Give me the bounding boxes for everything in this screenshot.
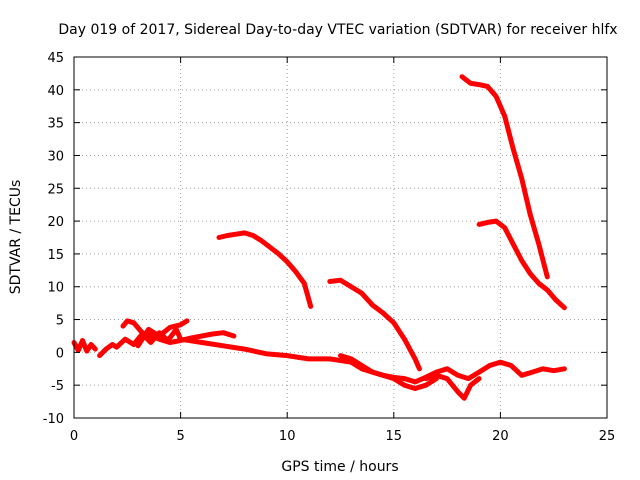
- series-line-decline-1: [216, 230, 314, 309]
- y-tick-label: 25: [47, 182, 64, 197]
- y-tick-label: 10: [47, 281, 64, 296]
- y-tick-label: 30: [47, 149, 64, 164]
- y-tick-label: 35: [47, 117, 64, 132]
- x-tick-label: 5: [176, 429, 184, 444]
- x-tick-labels: 0 5 10 15 20 25: [70, 429, 615, 444]
- y-tick-label: 5: [56, 314, 64, 329]
- y-tick-label: 45: [47, 51, 64, 66]
- y-tick-label: -5: [51, 379, 64, 394]
- x-axis-label: GPS time / hours: [281, 459, 398, 475]
- grid-lines: [74, 57, 607, 418]
- series-line-decline-2: [327, 277, 422, 372]
- series-line-early-a: [71, 338, 98, 354]
- y-tick-label: 20: [47, 215, 64, 230]
- x-tick-label: 20: [492, 429, 509, 444]
- y-tick-label: 0: [56, 346, 64, 361]
- series-line-decline-3: [459, 74, 550, 280]
- y-tick-label: 15: [47, 248, 64, 263]
- ticks: [73, 56, 608, 419]
- x-tick-label: 0: [70, 429, 78, 444]
- y-tick-label: -10: [43, 412, 64, 427]
- series-line-decline-4: [476, 218, 567, 311]
- chart-title: Day 019 of 2017, Sidereal Day-to-day VTE…: [58, 22, 617, 38]
- y-axis-label: SDTVAR / TECUs: [8, 180, 24, 295]
- y-tick-label: 40: [47, 84, 64, 99]
- series-line-late-dip: [423, 372, 482, 401]
- series-line-arc-a: [120, 318, 237, 345]
- series-layer: [71, 74, 567, 401]
- x-tick-label: 15: [386, 429, 403, 444]
- series-line-early-b: [97, 326, 184, 359]
- y-tick-labels: -10 -5 0 5 10 15 20 25 30 35 40 45: [43, 51, 64, 427]
- plot-frame: [73, 56, 608, 419]
- series-line-arc-b: [135, 318, 190, 349]
- x-tick-label: 25: [599, 429, 616, 444]
- series-line-mid-arc: [338, 353, 439, 391]
- x-tick-label: 10: [279, 429, 296, 444]
- series-line-main-trend: [178, 336, 567, 385]
